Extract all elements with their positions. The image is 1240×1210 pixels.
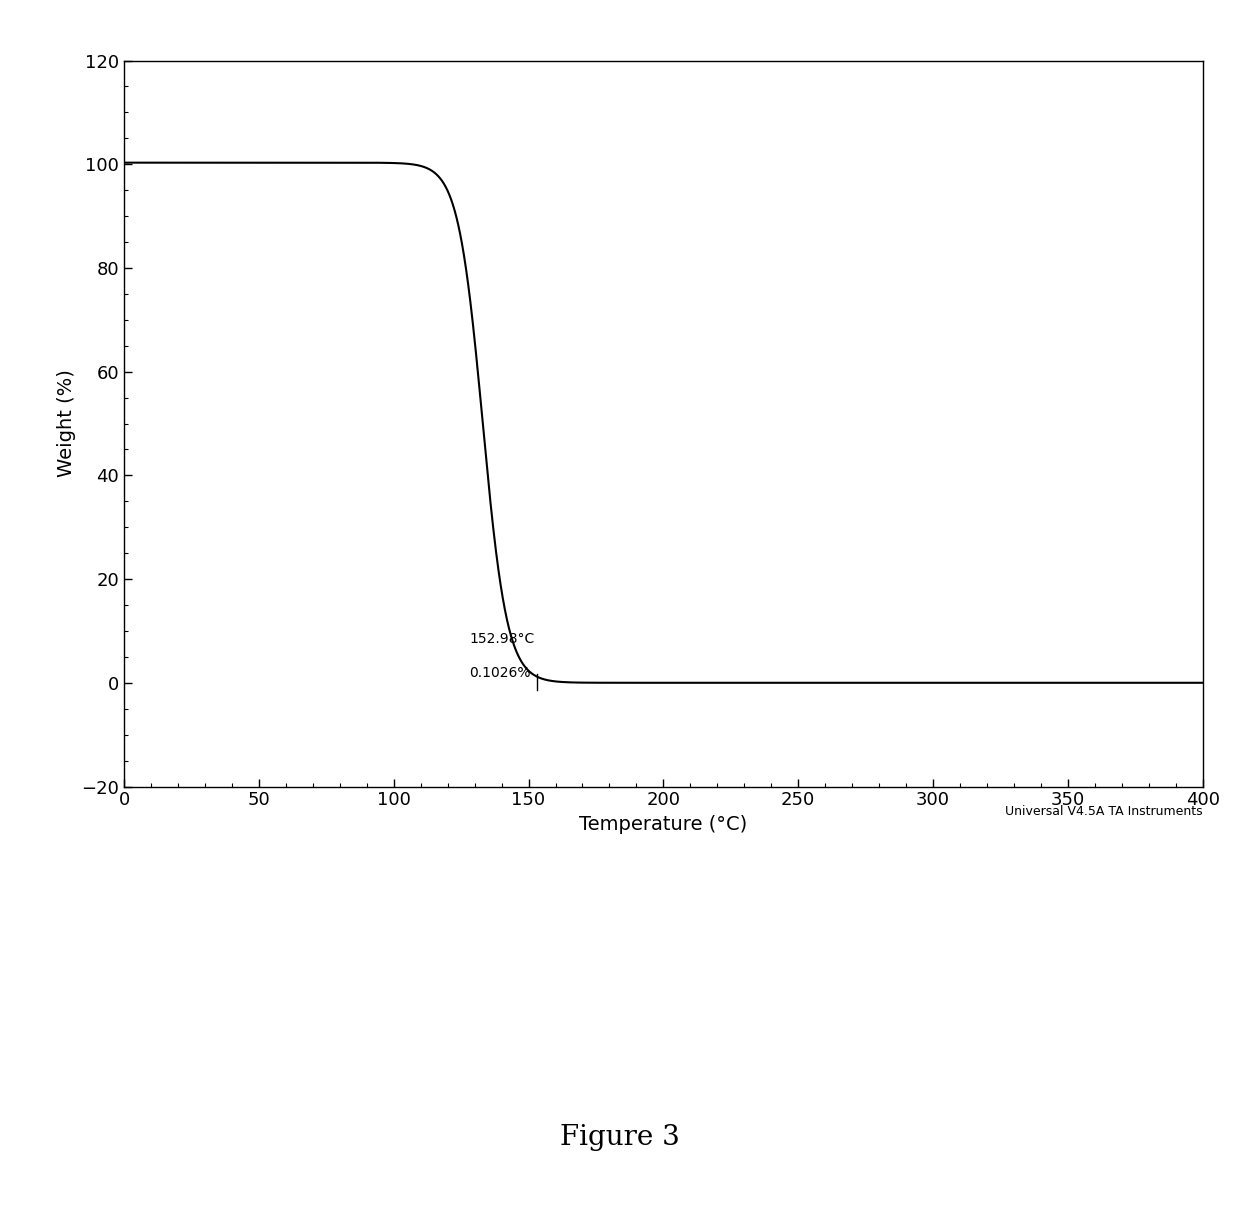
- Y-axis label: Weight (%): Weight (%): [57, 369, 76, 478]
- Text: Figure 3: Figure 3: [560, 1124, 680, 1151]
- X-axis label: Temperature (°C): Temperature (°C): [579, 814, 748, 834]
- Text: Universal V4.5A TA Instruments: Universal V4.5A TA Instruments: [1006, 805, 1203, 818]
- Text: 152.98°C: 152.98°C: [469, 632, 534, 646]
- Text: 0.1026%: 0.1026%: [469, 666, 531, 680]
